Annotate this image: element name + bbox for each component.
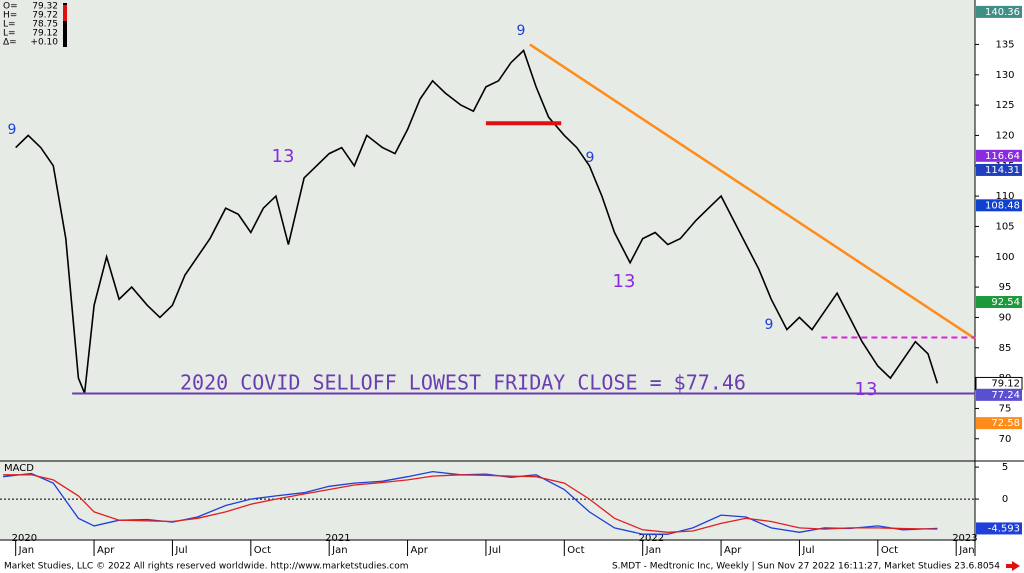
price-tag-label: 114.31 xyxy=(985,165,1020,176)
x-tick-label: Apr xyxy=(411,545,429,556)
footer-left: Market Studies, LLC © 2022 All rights re… xyxy=(4,562,409,572)
price-tag xyxy=(976,199,1022,212)
ohlc-value: 78.75 xyxy=(32,20,58,30)
price-tag xyxy=(976,163,1022,176)
range-bar-marker xyxy=(63,5,67,21)
series-line xyxy=(3,474,938,533)
price-tag xyxy=(976,5,1022,18)
td-count: 9 xyxy=(517,23,526,39)
axis-background xyxy=(975,0,1024,540)
price-tag-label: -4.593 xyxy=(988,523,1020,534)
ohlc-value: 79.72 xyxy=(32,11,58,21)
price-tag xyxy=(976,417,1022,430)
trendline xyxy=(529,43,976,340)
ohlc-label: Δ= xyxy=(3,38,17,48)
price-tag xyxy=(976,388,1022,401)
y-tick-label: 85 xyxy=(999,343,1012,354)
x-tick-label: Jul xyxy=(174,545,187,556)
td-count: 13 xyxy=(855,379,878,400)
y-tick-label: 0 xyxy=(1002,494,1008,505)
plot-background xyxy=(0,0,975,540)
td-count: 13 xyxy=(613,271,636,292)
td-count: 9 xyxy=(8,122,17,138)
annotation: 2020 COVID SELLOFF LOWEST FRIDAY CLOSE =… xyxy=(180,371,746,395)
x-tick-label: Apr xyxy=(724,545,742,556)
price-tag-label: 108.48 xyxy=(985,200,1020,211)
price-tag xyxy=(976,149,1022,162)
x-tick-label: Jul xyxy=(801,545,814,556)
x-tick-label: Jan xyxy=(645,545,661,556)
ohlc-value: 79.32 xyxy=(32,2,58,12)
price-tag-label: 77.24 xyxy=(991,390,1020,401)
td-count: 9 xyxy=(765,317,774,333)
y-tick-label: 135 xyxy=(995,39,1014,50)
macd-title: MACD xyxy=(4,463,34,474)
y-tick-label: 70 xyxy=(999,434,1012,445)
series-line xyxy=(15,49,939,394)
x-tick-label: Apr xyxy=(97,545,115,556)
y-tick-label: 120 xyxy=(995,130,1014,141)
price-tag-label: 79.12 xyxy=(991,378,1020,389)
year-label: 2021 xyxy=(325,533,350,544)
x-tick-label: Jan xyxy=(331,545,347,556)
ohlc-value: 79.12 xyxy=(32,29,58,39)
ohlc-value: +0.10 xyxy=(30,38,58,48)
y-tick-label: 110 xyxy=(995,191,1014,202)
price-tag-label: 140.36 xyxy=(985,7,1020,18)
td-count: 13 xyxy=(272,146,295,167)
x-tick-label: Oct xyxy=(881,545,898,556)
ohlc-label: L= xyxy=(3,20,16,30)
y-tick-label: 105 xyxy=(995,221,1014,232)
y-tick-label: 100 xyxy=(995,252,1014,263)
x-tick-label: Jan xyxy=(18,545,34,556)
range-bar xyxy=(63,3,67,47)
y-tick-label: 130 xyxy=(995,70,1014,81)
year-label: 2023 xyxy=(952,533,977,544)
td-count: 9 xyxy=(586,150,595,166)
price-tag-label: 92.54 xyxy=(991,297,1020,308)
price-tag-label: 72.58 xyxy=(991,418,1020,429)
x-tick-label: Jan xyxy=(958,545,974,556)
ohlc-label: H= xyxy=(3,11,17,21)
y-tick-label: 90 xyxy=(999,312,1012,323)
year-label: 2020 xyxy=(12,533,37,544)
ohlc-label: L= xyxy=(3,29,16,39)
y-tick-label: 75 xyxy=(999,403,1012,414)
ohlc-label: O= xyxy=(3,2,18,12)
x-tick-label: Oct xyxy=(567,545,584,556)
price-tag-label: 116.64 xyxy=(985,151,1020,162)
scroll-arrow[interactable] xyxy=(1006,561,1020,571)
price-tag xyxy=(976,296,1022,309)
x-tick-label: Jul xyxy=(488,545,501,556)
footer-right: S.MDT - Medtronic Inc, Weekly | Sun Nov … xyxy=(612,562,1000,572)
x-tick-label: Oct xyxy=(254,545,271,556)
y-tick-label: 125 xyxy=(995,100,1014,111)
y-tick-label: 5 xyxy=(1002,462,1008,473)
year-label: 2022 xyxy=(639,533,664,544)
y-tick-label: 95 xyxy=(999,282,1012,293)
price-tag xyxy=(976,522,1022,535)
